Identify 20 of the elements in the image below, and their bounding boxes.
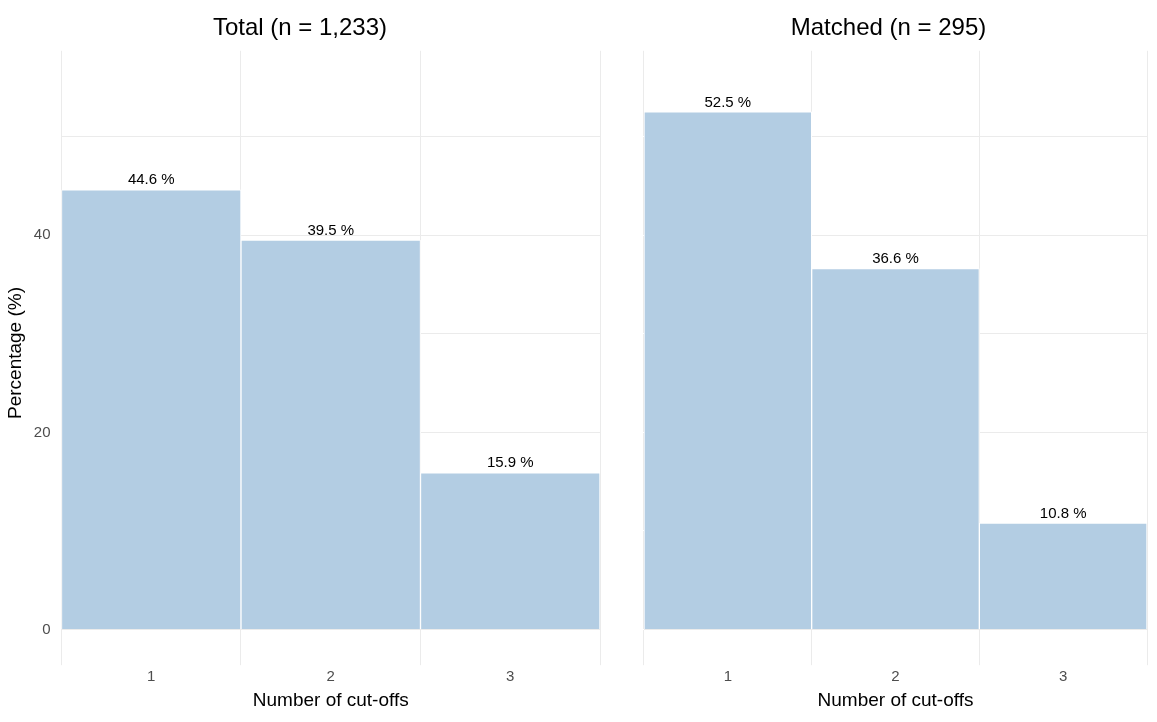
data-label: 15.9 % <box>486 453 534 471</box>
data-label: 44.6 % <box>127 170 175 188</box>
y-axis-title: Percentage (%) <box>3 286 25 420</box>
y-tick-label: 20 <box>33 422 51 440</box>
chart-title: Matched (n = 295) <box>790 13 987 41</box>
data-label: 10.8 % <box>1039 503 1087 521</box>
y-tick-label: 0 <box>42 619 51 637</box>
data-label: 36.6 % <box>872 249 919 267</box>
x-tick-label: 2 <box>326 667 335 685</box>
x-tick-label: 1 <box>147 667 156 685</box>
data-label: 52.5 % <box>704 92 752 110</box>
x-axis-title: Number of cut-offs <box>252 688 409 710</box>
x-axis-title: Number of cut-offs <box>817 688 974 710</box>
x-tick-label: 1 <box>723 667 733 685</box>
chart-title: Total (n = 1,233) <box>212 13 388 41</box>
x-tick-label: 3 <box>1058 667 1068 685</box>
x-tick-label: 3 <box>506 667 515 685</box>
x-tick-label: 2 <box>891 667 900 685</box>
y-tick-label: 40 <box>33 225 51 243</box>
data-label: 39.5 % <box>307 220 355 238</box>
